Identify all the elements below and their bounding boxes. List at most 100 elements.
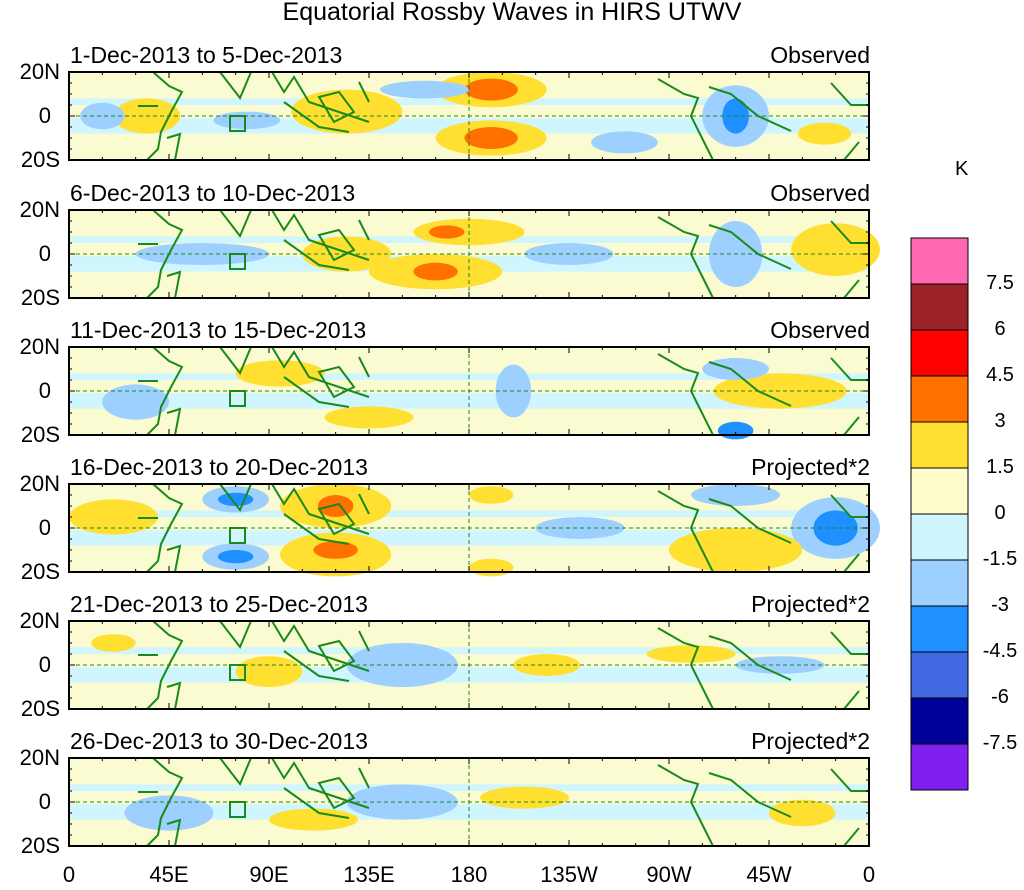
anomaly-contour (217, 492, 254, 506)
map-panel (68, 346, 870, 440)
anomaly-contour (69, 499, 158, 535)
coastline (138, 757, 869, 847)
colorbar-swatch (910, 559, 969, 607)
lat-label: 20S (20, 696, 60, 721)
colorbar-swatch (910, 375, 969, 423)
map-panel (68, 209, 881, 299)
colorbar-label: 0 (994, 502, 1006, 524)
anomaly-contour (291, 89, 403, 134)
anomaly-contour (591, 131, 658, 154)
panel-type: Projected*2 (751, 728, 870, 754)
panel-date-range: 1-Dec-2013 to 5-Dec-2013 (70, 42, 343, 68)
anomaly-contour (124, 795, 214, 831)
lon-label: 180 (450, 862, 488, 887)
anomaly-contour (346, 784, 458, 820)
anomaly-contour (468, 486, 514, 504)
anomaly-contour (702, 358, 769, 380)
lon-label: 0 (62, 862, 76, 887)
lat-label: 0 (38, 515, 51, 540)
colorbar-label: 4.5 (986, 364, 1014, 386)
anomaly-contour (313, 541, 358, 559)
map-panel (68, 757, 870, 847)
lon-label: 90E (249, 862, 289, 887)
anomaly-contour (428, 225, 465, 239)
lon-label: 0 (862, 862, 876, 887)
colorbar-swatch (910, 329, 969, 377)
colorbar-label: 1.5 (986, 456, 1014, 478)
colorbar-swatch (910, 237, 969, 285)
anomaly-contour (480, 786, 569, 809)
map-panel (68, 620, 870, 710)
colorbar-swatch (910, 513, 969, 561)
map-panel (68, 71, 870, 161)
anomaly-contour (791, 223, 881, 276)
colorbar-label: -4.5 (982, 640, 1018, 662)
anomaly-contour (717, 421, 754, 440)
coastline (138, 209, 869, 299)
colorbar-swatch (910, 605, 969, 653)
anomaly-contour (464, 127, 518, 149)
figure-title: Equatorial Rossby Waves in HIRS UTWV (282, 0, 742, 26)
colorbar-swatch (910, 743, 969, 791)
colorbar-swatch (910, 651, 969, 699)
colorbar-label: -7.5 (982, 732, 1018, 754)
lat-label: 20N (19, 197, 60, 222)
lon-label: 45W (746, 862, 792, 887)
anomaly-contour (691, 484, 781, 506)
panel-type: Projected*2 (751, 454, 870, 480)
anomaly-contour (735, 656, 825, 674)
panel-date-range: 11-Dec-2013 to 15-Dec-2013 (70, 317, 367, 343)
colorbar-swatch (910, 421, 969, 469)
panel-type: Observed (770, 42, 870, 68)
lat-label: 20S (20, 559, 60, 584)
lat-label: 0 (38, 789, 51, 814)
anomaly-contour (464, 78, 518, 101)
coastline (138, 71, 869, 161)
anomaly-contour (91, 634, 136, 652)
anomaly-contour (346, 643, 458, 687)
anomaly-contour (80, 102, 125, 130)
panel-type: Observed (770, 317, 870, 343)
anomaly-contour (768, 799, 836, 827)
lat-label: 20S (20, 285, 60, 310)
lat-label: 0 (38, 103, 51, 128)
colorbar-label: -1.5 (982, 548, 1018, 570)
anomaly-contour (468, 558, 514, 577)
panel-type: Projected*2 (751, 591, 870, 617)
lat-label: 0 (38, 652, 51, 677)
anomaly-contour (235, 360, 325, 387)
anomaly-contour (213, 111, 281, 130)
panel-date-range: 21-Dec-2013 to 25-Dec-2013 (70, 591, 368, 617)
colorbar-swatch (910, 467, 969, 515)
lon-label: 90W (646, 862, 692, 887)
colorbar-label: 7.5 (986, 272, 1014, 294)
coastline (138, 483, 869, 573)
lat-label: 20S (20, 833, 60, 858)
coastline (138, 346, 869, 436)
colorbar-label: 6 (994, 318, 1006, 340)
lat-label: 20N (19, 59, 60, 84)
colorbar-unit: K (955, 158, 969, 180)
lon-label: 45E (149, 862, 189, 887)
lat-label: 20S (20, 147, 60, 172)
anomaly-contour (797, 122, 852, 145)
lon-label: 135E (343, 862, 395, 887)
lat-label: 0 (38, 241, 51, 266)
panel-type: Observed (770, 180, 870, 206)
map-panel (68, 483, 881, 577)
lon-label: 135W (540, 862, 598, 887)
colorbar-label: -6 (991, 686, 1009, 708)
lat-label: 20N (19, 471, 60, 496)
anomaly-contour (217, 550, 254, 564)
lat-label: 0 (38, 378, 51, 403)
lat-label: 20N (19, 608, 60, 633)
anomaly-contour (317, 495, 354, 517)
anomaly-contour (380, 80, 469, 99)
lat-label: 20N (19, 334, 60, 359)
colorbar-label: -3 (991, 594, 1009, 616)
coastline (138, 620, 869, 710)
anomaly-contour (413, 262, 458, 281)
lat-label: 20N (19, 745, 60, 770)
anomaly-contour (102, 384, 169, 420)
